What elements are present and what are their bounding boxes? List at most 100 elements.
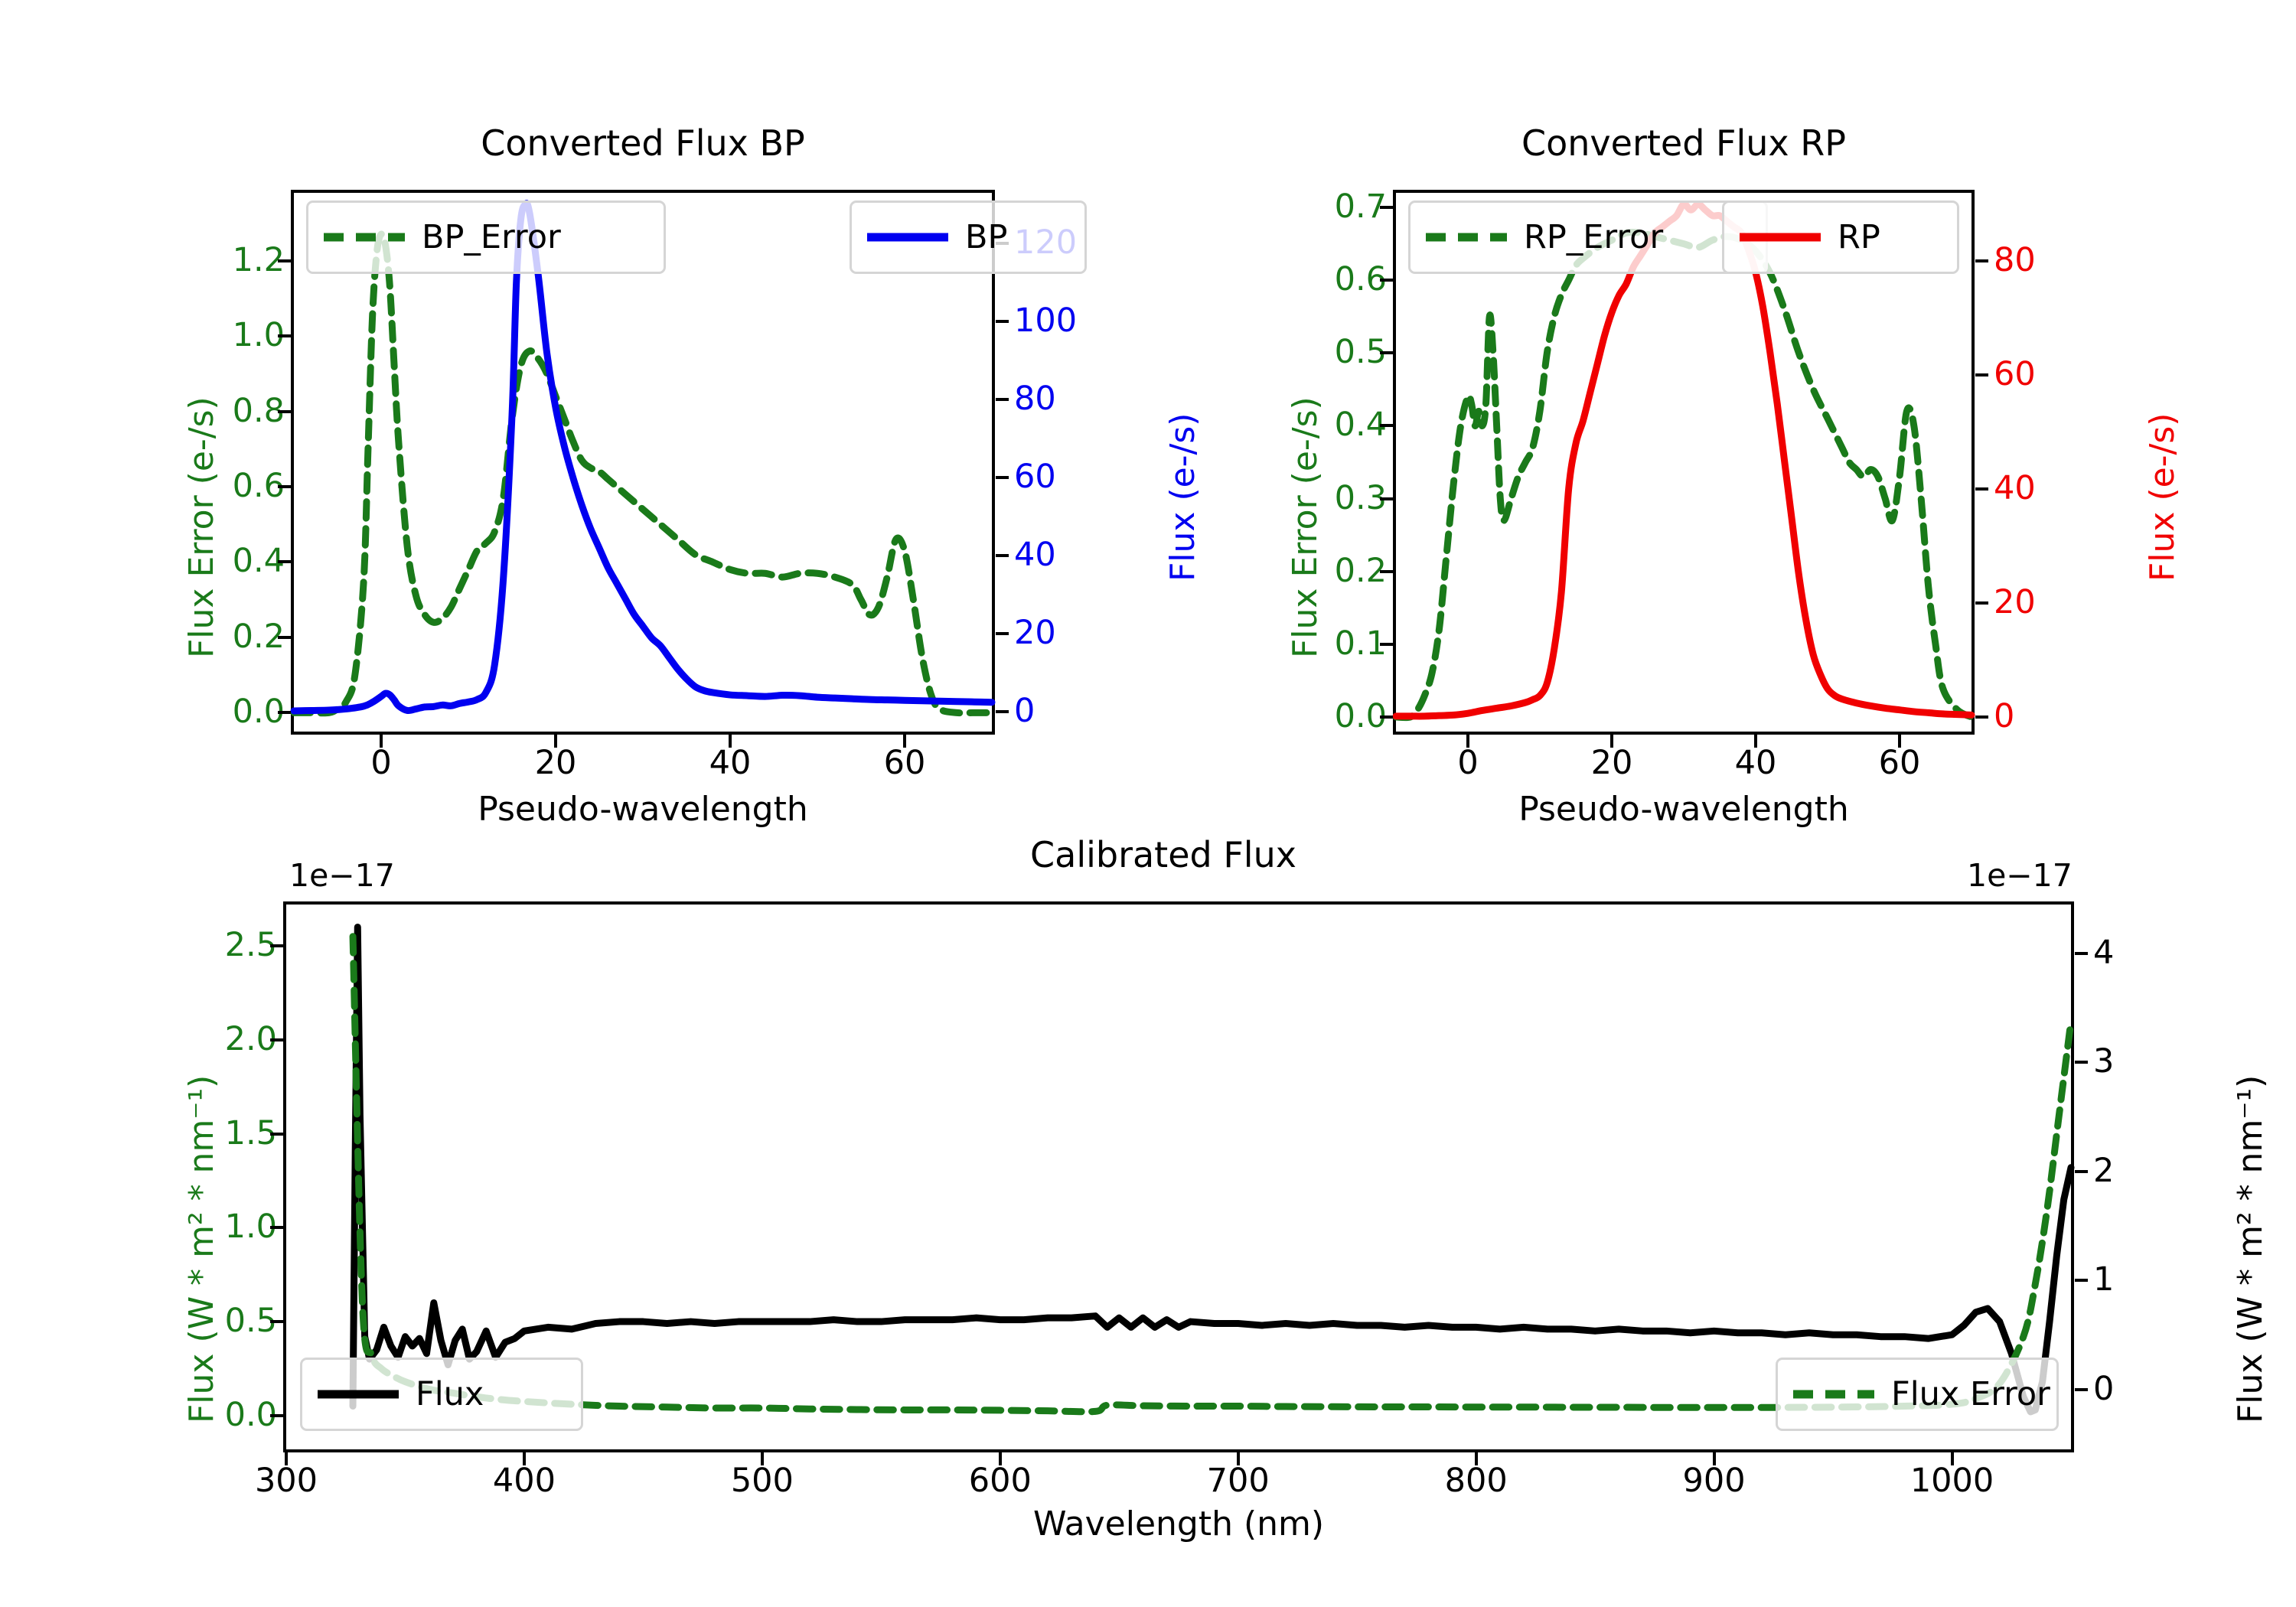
cal-xtick-5: 800	[1444, 1462, 1508, 1500]
rp-ytick-right-1: 20	[1994, 583, 2036, 622]
rp-ytick-left-3: 0.3	[1334, 478, 1387, 517]
rp-title: Converted Flux RP	[1521, 122, 1846, 164]
calibrated-axes-frame	[283, 901, 2074, 1452]
bp-title: Converted Flux BP	[481, 122, 805, 164]
bp-legend-label: BP	[965, 218, 1008, 256]
series-rp	[1392, 200, 1975, 720]
series-flux-error	[349, 933, 2075, 1416]
rp-ytick-left-mark-1	[1380, 642, 1393, 646]
rp-ylabel-right: Flux (e-/s)	[2143, 412, 2182, 582]
bp-ytick-left-mark-4	[278, 409, 291, 413]
rp-xtick-mark-0	[1466, 735, 1469, 748]
bp-axes-frame	[291, 190, 995, 735]
cal-ytick-right-2: 2	[2093, 1151, 2115, 1190]
bp-legend-swatch	[867, 233, 948, 242]
rp-ytick-left-mark-2	[1380, 569, 1393, 573]
cal-xtick-mark-3	[998, 1452, 1002, 1465]
bp-error-legend-swatch	[324, 233, 405, 242]
bp-ytick-left-mark-6	[278, 259, 291, 262]
cal-xtick-mark-0	[285, 1452, 288, 1465]
bp-legend-error-label: BP_Error	[422, 218, 561, 256]
calibrated-legend-flux-error[interactable]: Flux Error	[1776, 1358, 2059, 1431]
rp-xtick-mark-3	[1898, 735, 1901, 748]
cal-ytick-left-mark-4	[270, 1038, 283, 1041]
bp-legend-bp[interactable]: BP	[850, 200, 1087, 274]
rp-legend-swatch	[1740, 233, 1821, 242]
cal-ytick-left-4: 2.0	[224, 1019, 277, 1058]
cal-ytick-right-mark-4	[2075, 952, 2088, 956]
cal-ytick-left-mark-0	[270, 1413, 283, 1417]
calibrated-flux-legend-swatch	[318, 1390, 399, 1399]
rp-xtick-1: 20	[1590, 744, 1633, 782]
rp-error-legend-swatch	[1426, 233, 1507, 242]
cal-ytick-left-1: 0.5	[224, 1302, 277, 1341]
rp-ytick-right-mark-2	[1975, 487, 1988, 491]
bp-ytick-left-1: 0.2	[232, 617, 285, 656]
cal-ytick-left-mark-1	[270, 1320, 283, 1324]
bp-xtick-mark-1	[554, 735, 557, 748]
rp-ytick-right-mark-4	[1975, 259, 1988, 263]
cal-xtick-mark-7	[1950, 1452, 1954, 1465]
cal-ytick-right-0: 0	[2093, 1369, 2115, 1408]
rp-ytick-right-2: 40	[1994, 469, 2036, 508]
rp-legend-label: RP	[1838, 218, 1880, 256]
bp-xtick-3: 60	[883, 744, 926, 782]
rp-xtick-0: 0	[1457, 744, 1479, 782]
calibrated-legend-flux[interactable]: Flux	[300, 1358, 583, 1431]
rp-xtick-mark-1	[1610, 735, 1613, 748]
cal-xtick-2: 500	[730, 1462, 794, 1500]
rp-ytick-right-4: 80	[1994, 241, 2036, 280]
series-flux	[349, 923, 2075, 1416]
rp-ytick-left-0: 0.0	[1334, 696, 1387, 735]
rp-axes-frame	[1393, 190, 1975, 735]
calibrated-title: Calibrated Flux	[1030, 834, 1296, 875]
rp-ytick-left-mark-6	[1380, 279, 1393, 282]
bp-ytick-left-mark-0	[278, 711, 291, 715]
calibrated-offset-right: 1e−17	[1967, 857, 2073, 894]
cal-ytick-left-2: 1.0	[224, 1208, 277, 1247]
bp-ylabel-left: Flux Error (e-/s)	[182, 396, 221, 658]
bp-xtick-1: 20	[534, 744, 577, 782]
rp-legend-error-label: RP_Error	[1524, 218, 1664, 256]
bp-xtick-mark-3	[903, 735, 906, 748]
series-bp-error	[290, 230, 996, 717]
calibrated-xlabel: Wavelength (nm)	[1032, 1504, 1325, 1543]
cal-xtick-mark-6	[1712, 1452, 1716, 1465]
rp-ytick-left-1: 0.1	[1334, 624, 1387, 663]
cal-xtick-6: 900	[1682, 1462, 1746, 1500]
bp-ytick-left-3: 0.6	[232, 467, 285, 505]
cal-xtick-mark-2	[760, 1452, 764, 1465]
rp-legend-rp[interactable]: RP	[1722, 200, 1959, 274]
bp-ytick-left-5: 1.0	[232, 316, 285, 355]
bp-ytick-left-mark-3	[278, 485, 291, 488]
bp-ytick-right-mark-2	[996, 554, 1009, 558]
bp-ytick-right-mark-1	[996, 632, 1009, 636]
bp-legend-error[interactable]: BP_Error	[306, 200, 666, 274]
calibrated-flux-error-legend-swatch	[1793, 1390, 1874, 1399]
bp-ytick-left-6: 1.2	[232, 240, 285, 279]
bp-xlabel: Pseudo-wavelength	[478, 790, 808, 829]
bp-ytick-left-mark-5	[278, 334, 291, 338]
cal-ytick-right-mark-0	[2075, 1387, 2088, 1391]
bp-ytick-left-4: 0.8	[232, 391, 285, 430]
cal-ytick-right-mark-3	[2075, 1061, 2088, 1064]
rp-xtick-3: 60	[1878, 744, 1921, 782]
cal-ytick-left-5: 2.5	[224, 926, 277, 964]
bp-xtick-mark-0	[380, 735, 383, 748]
rp-ytick-right-mark-0	[1975, 715, 1988, 719]
bp-ytick-right-0: 0	[1014, 692, 1035, 731]
cal-xtick-7: 1000	[1910, 1462, 1994, 1500]
calibrated-legend-flux-label: Flux	[416, 1375, 484, 1413]
cal-ytick-left-3: 1.5	[224, 1113, 277, 1152]
cal-ytick-right-mark-2	[2075, 1169, 2088, 1173]
rp-ytick-left-2: 0.2	[1334, 551, 1387, 590]
calibrated-ylabel-left: Flux (W * m² * nm⁻¹)	[182, 1074, 221, 1423]
cal-xtick-mark-5	[1474, 1452, 1478, 1465]
bp-ytick-right-mark-4	[996, 398, 1009, 402]
rp-xlabel: Pseudo-wavelength	[1518, 790, 1849, 829]
cal-ytick-left-mark-3	[270, 1132, 283, 1136]
rp-ytick-left-mark-4	[1380, 424, 1393, 428]
rp-legend-error[interactable]: RP_Error	[1408, 200, 1768, 274]
rp-xtick-mark-2	[1754, 735, 1757, 748]
